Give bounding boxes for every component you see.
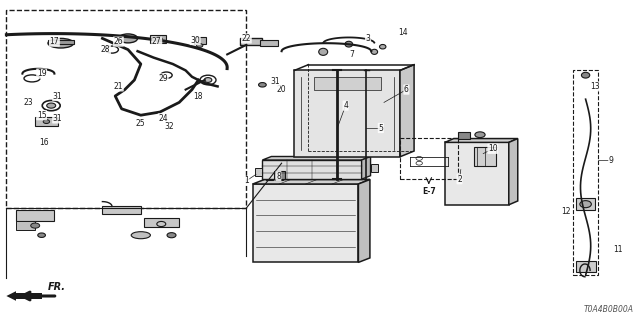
Text: 17: 17 bbox=[49, 37, 60, 46]
Bar bbox=[314, 77, 381, 90]
Bar bbox=[255, 168, 262, 176]
Bar bbox=[576, 261, 596, 272]
Bar bbox=[262, 160, 362, 179]
Bar bbox=[400, 138, 458, 179]
Ellipse shape bbox=[31, 223, 40, 228]
Ellipse shape bbox=[371, 49, 378, 54]
Bar bbox=[458, 132, 470, 139]
Text: 9: 9 bbox=[609, 156, 614, 164]
Ellipse shape bbox=[43, 120, 50, 124]
Text: 32: 32 bbox=[164, 122, 175, 131]
Ellipse shape bbox=[204, 78, 212, 83]
Text: 1: 1 bbox=[244, 176, 249, 185]
Bar bbox=[275, 172, 283, 180]
Text: 10: 10 bbox=[488, 144, 498, 153]
Bar bbox=[48, 40, 74, 44]
Bar bbox=[253, 184, 358, 262]
Text: 30: 30 bbox=[190, 36, 200, 44]
Bar bbox=[6, 10, 246, 208]
Ellipse shape bbox=[48, 38, 74, 48]
Polygon shape bbox=[509, 139, 518, 205]
Polygon shape bbox=[362, 156, 371, 179]
Bar bbox=[35, 117, 58, 126]
Text: 6: 6 bbox=[404, 85, 409, 94]
Ellipse shape bbox=[380, 44, 386, 49]
Ellipse shape bbox=[196, 44, 203, 47]
Text: 18: 18 bbox=[194, 92, 203, 100]
Text: 25: 25 bbox=[136, 119, 146, 128]
Text: T0A4B0B00A: T0A4B0B00A bbox=[584, 305, 634, 314]
Polygon shape bbox=[253, 180, 370, 184]
Text: 16: 16 bbox=[38, 138, 49, 147]
Ellipse shape bbox=[319, 48, 328, 55]
Ellipse shape bbox=[118, 34, 138, 43]
Bar bbox=[274, 171, 285, 179]
Bar bbox=[266, 172, 273, 180]
Ellipse shape bbox=[475, 132, 485, 138]
Ellipse shape bbox=[580, 201, 591, 208]
Bar bbox=[576, 198, 595, 210]
Text: 14: 14 bbox=[398, 28, 408, 36]
Text: 22: 22 bbox=[242, 34, 251, 43]
Polygon shape bbox=[262, 156, 371, 160]
Polygon shape bbox=[6, 291, 16, 301]
Text: 4: 4 bbox=[343, 101, 348, 110]
Ellipse shape bbox=[582, 72, 590, 78]
Text: 12: 12 bbox=[562, 207, 571, 216]
Text: 31: 31 bbox=[52, 92, 63, 100]
Text: 13: 13 bbox=[590, 82, 600, 91]
Ellipse shape bbox=[167, 233, 176, 238]
Text: 8: 8 bbox=[276, 172, 281, 180]
Text: 19: 19 bbox=[36, 69, 47, 78]
Text: 29: 29 bbox=[158, 74, 168, 83]
Ellipse shape bbox=[345, 41, 353, 47]
Bar bbox=[102, 206, 141, 214]
Polygon shape bbox=[358, 180, 370, 262]
Ellipse shape bbox=[131, 232, 150, 239]
Ellipse shape bbox=[38, 233, 45, 237]
Text: 21: 21 bbox=[114, 82, 123, 91]
Bar bbox=[150, 35, 166, 43]
Ellipse shape bbox=[47, 103, 56, 108]
Bar bbox=[144, 218, 179, 227]
Bar bbox=[474, 147, 496, 166]
Text: 26: 26 bbox=[113, 37, 124, 46]
Polygon shape bbox=[445, 139, 518, 142]
Text: 3: 3 bbox=[365, 34, 371, 43]
Text: 28: 28 bbox=[101, 45, 110, 54]
Text: 23: 23 bbox=[24, 98, 34, 107]
Ellipse shape bbox=[155, 37, 163, 42]
Text: 27: 27 bbox=[152, 37, 162, 46]
Bar bbox=[194, 37, 206, 44]
Bar bbox=[240, 38, 262, 45]
Bar bbox=[16, 210, 54, 221]
Text: 31: 31 bbox=[52, 114, 63, 123]
Bar bbox=[294, 70, 400, 157]
Text: 20: 20 bbox=[276, 85, 287, 94]
Bar bbox=[573, 70, 598, 275]
Polygon shape bbox=[400, 65, 414, 157]
Ellipse shape bbox=[259, 83, 266, 87]
Polygon shape bbox=[16, 293, 42, 299]
Bar bbox=[371, 164, 378, 172]
Text: 11: 11 bbox=[613, 245, 622, 254]
Text: 24: 24 bbox=[158, 114, 168, 123]
Text: 7: 7 bbox=[349, 50, 355, 59]
Text: E-7: E-7 bbox=[422, 187, 436, 196]
Bar bbox=[16, 221, 35, 230]
Text: 2: 2 bbox=[457, 175, 462, 184]
Text: 31: 31 bbox=[270, 77, 280, 86]
Bar bbox=[260, 40, 278, 46]
Text: 15: 15 bbox=[36, 111, 47, 120]
Text: 5: 5 bbox=[378, 124, 383, 132]
Bar bbox=[445, 142, 509, 205]
Text: FR.: FR. bbox=[48, 282, 66, 292]
